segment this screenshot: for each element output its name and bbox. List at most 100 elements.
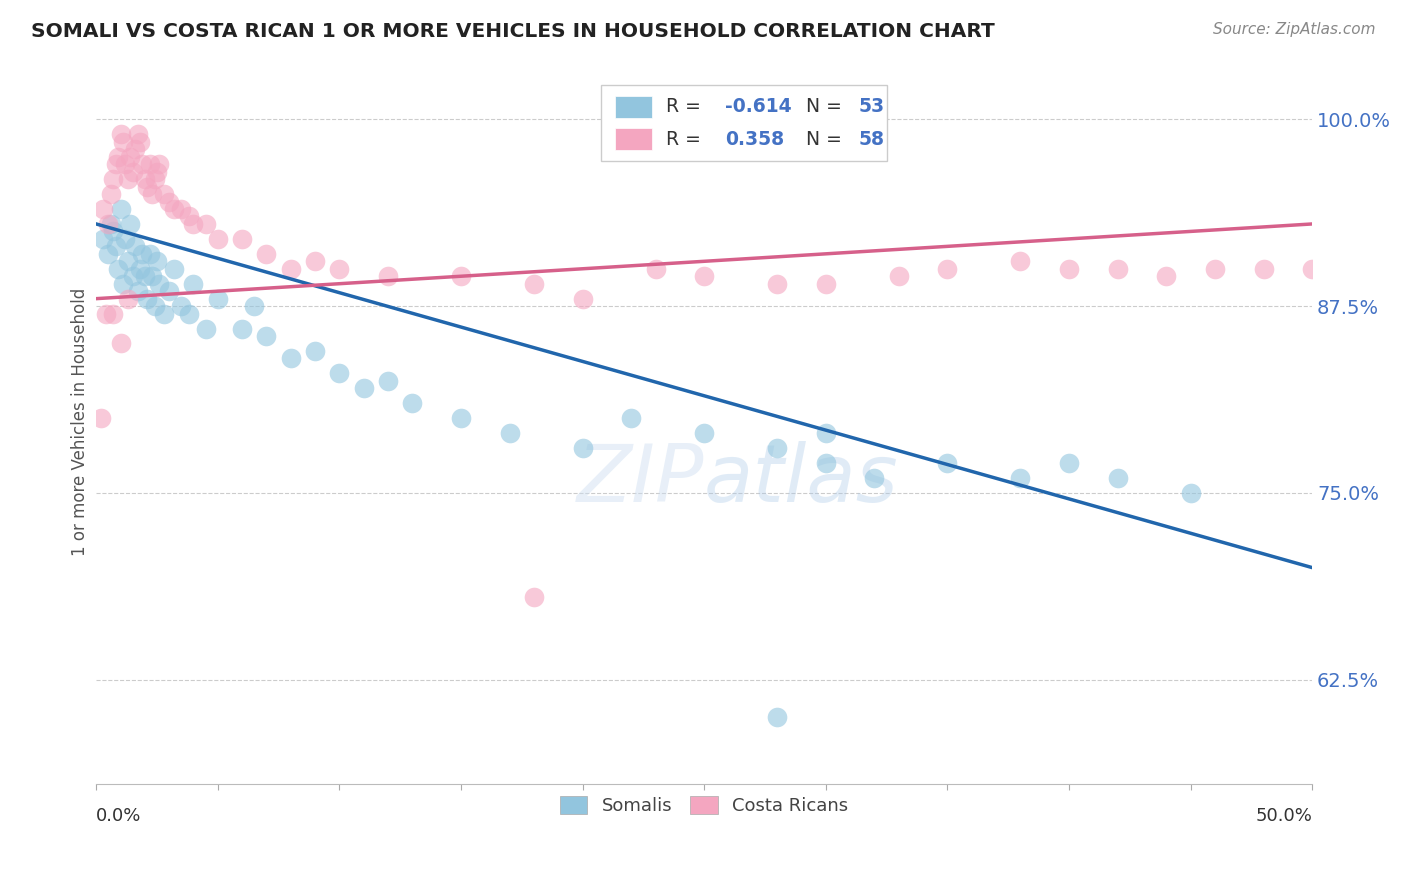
Text: 0.358: 0.358 bbox=[725, 130, 785, 149]
Text: 0.0%: 0.0% bbox=[96, 806, 142, 824]
Point bbox=[97, 217, 120, 231]
Point bbox=[498, 426, 520, 441]
Point bbox=[644, 261, 666, 276]
Point bbox=[131, 157, 153, 171]
Y-axis label: 1 or more Vehicles in Household: 1 or more Vehicles in Household bbox=[72, 288, 89, 556]
Point bbox=[177, 210, 200, 224]
Point bbox=[153, 187, 176, 202]
Point bbox=[353, 381, 375, 395]
Text: 58: 58 bbox=[859, 130, 884, 149]
Text: 50.0%: 50.0% bbox=[1256, 806, 1312, 824]
Point bbox=[111, 277, 134, 291]
Point bbox=[328, 261, 350, 276]
Point bbox=[231, 232, 253, 246]
Point bbox=[138, 247, 160, 261]
Point bbox=[243, 299, 266, 313]
Point bbox=[97, 247, 120, 261]
Bar bbox=[616, 128, 652, 150]
Point bbox=[117, 292, 139, 306]
Point bbox=[814, 277, 837, 291]
Point bbox=[231, 321, 253, 335]
Point bbox=[121, 164, 143, 178]
Point bbox=[111, 135, 134, 149]
Point bbox=[124, 239, 146, 253]
Point bbox=[207, 292, 229, 306]
Point bbox=[523, 591, 546, 605]
Point bbox=[280, 351, 302, 366]
Point bbox=[1057, 261, 1080, 276]
Point bbox=[377, 374, 399, 388]
Point bbox=[401, 396, 423, 410]
Point bbox=[143, 299, 166, 313]
Point bbox=[153, 307, 176, 321]
Point bbox=[1180, 486, 1202, 500]
Point bbox=[1057, 456, 1080, 470]
Legend: Somalis, Costa Ricans: Somalis, Costa Ricans bbox=[553, 789, 855, 822]
Point bbox=[93, 232, 115, 246]
Point bbox=[129, 135, 152, 149]
Point bbox=[110, 202, 132, 216]
Point bbox=[103, 172, 125, 186]
Point bbox=[1010, 471, 1032, 485]
Text: N =: N = bbox=[806, 130, 848, 149]
Point bbox=[1154, 269, 1177, 284]
Point bbox=[814, 426, 837, 441]
Point bbox=[94, 307, 117, 321]
Point bbox=[620, 411, 643, 425]
Point bbox=[120, 150, 142, 164]
Text: SOMALI VS COSTA RICAN 1 OR MORE VEHICLES IN HOUSEHOLD CORRELATION CHART: SOMALI VS COSTA RICAN 1 OR MORE VEHICLES… bbox=[31, 22, 994, 41]
Point bbox=[304, 254, 326, 268]
Point bbox=[100, 217, 122, 231]
Point bbox=[131, 247, 153, 261]
Point bbox=[104, 157, 127, 171]
Point bbox=[328, 367, 350, 381]
Point bbox=[127, 128, 149, 142]
Text: 53: 53 bbox=[859, 97, 884, 116]
Point bbox=[450, 269, 472, 284]
Point bbox=[170, 299, 193, 313]
Point bbox=[1204, 261, 1226, 276]
Point bbox=[523, 277, 546, 291]
Point bbox=[207, 232, 229, 246]
Text: -0.614: -0.614 bbox=[725, 97, 792, 116]
Point bbox=[148, 277, 170, 291]
Point bbox=[194, 217, 217, 231]
Point bbox=[146, 254, 169, 268]
Point bbox=[177, 307, 200, 321]
Point bbox=[148, 157, 170, 171]
Point bbox=[936, 261, 959, 276]
Text: R =: R = bbox=[666, 130, 707, 149]
Point bbox=[280, 261, 302, 276]
Point bbox=[100, 187, 122, 202]
Point bbox=[766, 441, 789, 455]
Point bbox=[93, 202, 115, 216]
Point bbox=[766, 277, 789, 291]
Text: ZIP: ZIP bbox=[576, 441, 704, 519]
Point bbox=[107, 150, 129, 164]
Point bbox=[136, 292, 159, 306]
Point bbox=[1010, 254, 1032, 268]
Point bbox=[90, 411, 112, 425]
Text: atlas: atlas bbox=[704, 441, 898, 519]
Point bbox=[110, 128, 132, 142]
Point bbox=[170, 202, 193, 216]
Point bbox=[104, 239, 127, 253]
Point bbox=[157, 194, 180, 209]
Point bbox=[814, 456, 837, 470]
Point bbox=[304, 343, 326, 358]
Point bbox=[121, 269, 143, 284]
Point bbox=[107, 261, 129, 276]
Point bbox=[1107, 261, 1129, 276]
Point bbox=[571, 292, 593, 306]
Point bbox=[141, 269, 163, 284]
Point bbox=[136, 179, 159, 194]
Point bbox=[693, 426, 716, 441]
Point bbox=[134, 172, 156, 186]
Point bbox=[863, 471, 886, 485]
Point bbox=[127, 284, 149, 298]
Point bbox=[936, 456, 959, 470]
Bar bbox=[616, 95, 652, 118]
Point bbox=[134, 269, 156, 284]
Point bbox=[141, 187, 163, 202]
Point bbox=[377, 269, 399, 284]
